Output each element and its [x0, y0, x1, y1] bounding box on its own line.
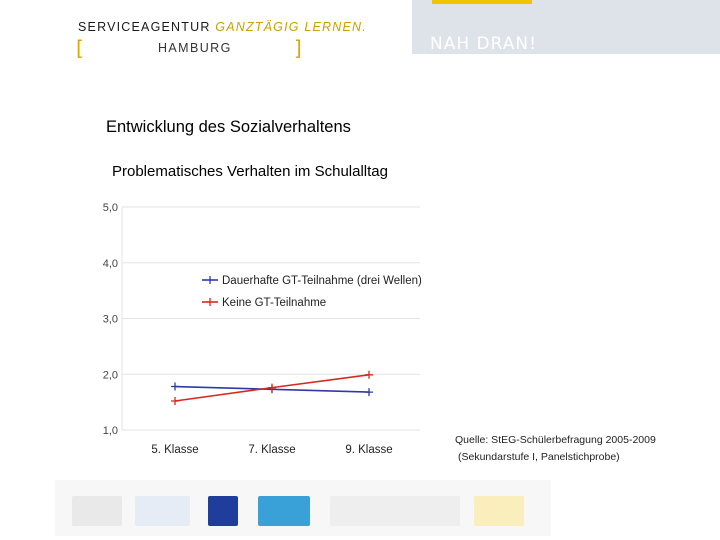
accent-bar — [432, 0, 532, 4]
x-axis-ticks: 5. Klasse 7. Klasse 9. Klasse — [151, 444, 392, 456]
chart-title: Problematisches Verhalten im Schulalltag — [112, 163, 388, 180]
chart-series — [171, 370, 373, 406]
program-text-block — [330, 496, 460, 526]
brand-accent: GANZTÄGIG LERNEN. — [215, 20, 367, 34]
chart-legend: Dauerhafte GT-Teilnahme (drei Wellen) Kei… — [202, 275, 422, 309]
x-tick-label: 5. Klasse — [151, 444, 198, 456]
chart-grid — [121, 206, 420, 431]
source-line-1: Quelle: StEG-Schülerbefragung 2005-2009 — [455, 434, 656, 446]
y-tick-label: 2,0 — [103, 369, 118, 381]
y-tick-label: 4,0 — [103, 258, 118, 270]
brand-city: HAMBURG — [158, 41, 232, 55]
left-bracket-icon: [ — [76, 36, 84, 60]
header-band: NAH DRAN! — [412, 0, 720, 54]
data-point — [365, 388, 373, 397]
source-line-2: (Sekundarstufe I, Panelstichprobe) — [458, 451, 620, 463]
header-brand: SERVICEAGENTUR GANZTÄGIG LERNEN. [ HAMBU… — [0, 0, 412, 60]
dkjs-logo-icon — [258, 496, 310, 526]
legend-label: Dauerhafte GT-Teilnahme (drei Wellen) — [222, 275, 422, 287]
data-point — [365, 370, 373, 379]
y-tick-label: 1,0 — [103, 425, 118, 437]
x-tick-label: 7. Klasse — [248, 444, 295, 456]
slide-title: Entwicklung des Sozialverhaltens — [106, 118, 351, 136]
esf-logo-icon — [135, 496, 190, 526]
chart-source: Quelle: StEG-Schülerbefragung 2005-2009 … — [455, 432, 656, 466]
right-bracket-icon: ] — [294, 36, 302, 60]
y-tick-label: 5,0 — [103, 202, 118, 214]
brand-main: SERVICEAGENTUR — [78, 20, 211, 34]
data-point — [171, 397, 179, 406]
data-point — [171, 382, 179, 391]
y-axis-ticks: 5,0 4,0 3,0 2,0 1,0 — [103, 202, 118, 437]
eu-flag-icon — [208, 496, 238, 526]
legend-label: Keine GT-Teilnahme — [222, 297, 326, 309]
data-point — [268, 383, 276, 392]
ganztaegig-lernen-logo-icon — [474, 496, 524, 526]
ministry-logo-icon — [72, 496, 122, 526]
brand-name: SERVICEAGENTUR GANZTÄGIG LERNEN. — [78, 20, 367, 34]
x-tick-label: 9. Klasse — [345, 444, 392, 456]
slogan: NAH DRAN! — [430, 34, 537, 54]
y-tick-label: 3,0 — [103, 314, 118, 326]
